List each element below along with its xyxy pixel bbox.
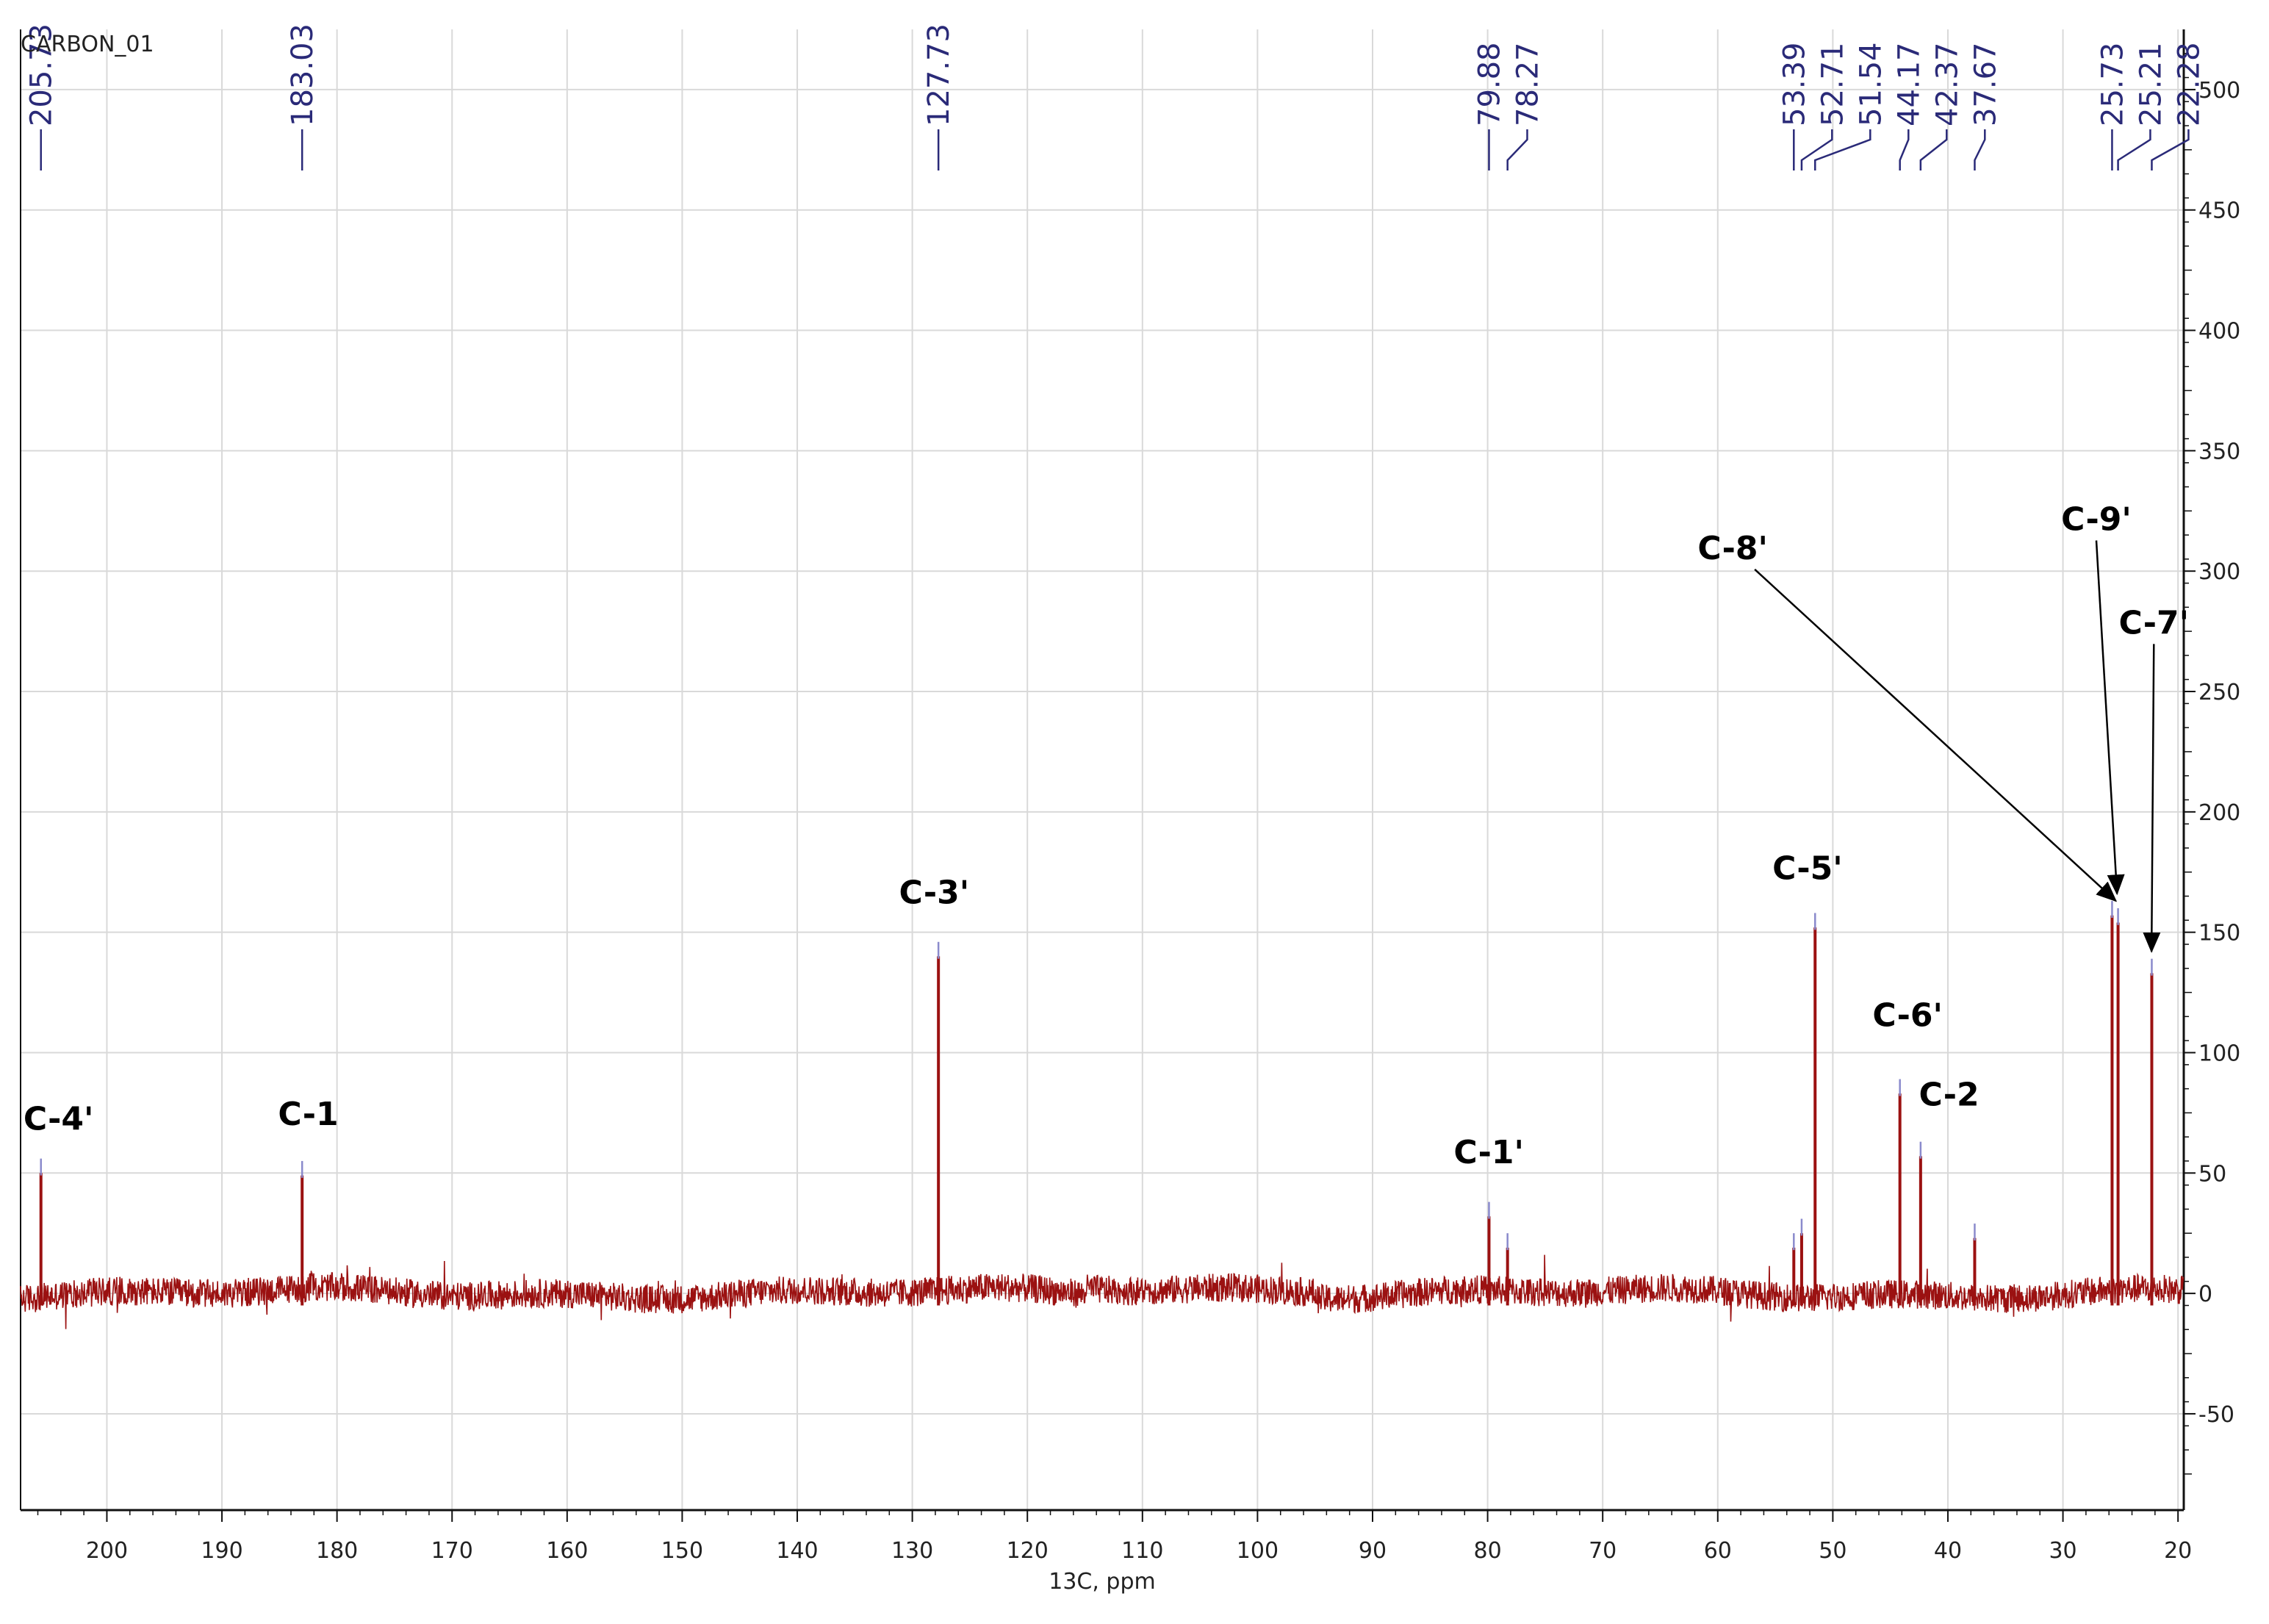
x-tick-label: 160 bbox=[546, 1538, 588, 1564]
x-tick-label: 20 bbox=[2164, 1538, 2192, 1564]
x-tick-label: 180 bbox=[316, 1538, 358, 1564]
x-tick-label: 90 bbox=[1359, 1538, 1387, 1564]
y-tick-label: 100 bbox=[2198, 1041, 2240, 1066]
peak-shift-label: 44.17 bbox=[1892, 42, 1926, 126]
peak-shift-label: 183.03 bbox=[286, 24, 320, 126]
x-tick-label: 140 bbox=[776, 1538, 818, 1564]
x-tick-label: 40 bbox=[1934, 1538, 1962, 1564]
x-tick-label: 30 bbox=[2049, 1538, 2076, 1564]
assignment-arrow bbox=[2095, 540, 2125, 896]
peak-label-leader bbox=[1800, 129, 1833, 170]
peak-shift-label: 205.73 bbox=[25, 24, 59, 126]
x-axis-label: 13C, ppm bbox=[1049, 1569, 1156, 1595]
assignment-label: C-4' bbox=[24, 1100, 94, 1138]
peak-label-leader bbox=[1814, 129, 1871, 170]
y-tick-label: 450 bbox=[2198, 198, 2240, 224]
assignment-label: C-1 bbox=[278, 1096, 338, 1133]
peak-shift-label: 79.88 bbox=[1472, 42, 1506, 126]
x-tick-label: 80 bbox=[1474, 1538, 1502, 1564]
x-tick-label: 120 bbox=[1007, 1538, 1049, 1564]
peak-shift-label: 51.54 bbox=[1854, 42, 1888, 126]
x-axis-ticks: 200 190 180 170 160 150 140 130 120 110 100 90 80 70 6… bbox=[37, 1510, 2192, 1564]
x-tick-label: 70 bbox=[1589, 1538, 1617, 1564]
y-tick-label: 150 bbox=[2198, 921, 2240, 946]
peak-label-leader bbox=[1919, 129, 1948, 170]
y-tick-label: 0 bbox=[2198, 1282, 2212, 1307]
x-tick-label: 170 bbox=[431, 1538, 473, 1564]
y-tick-label: -50 bbox=[2198, 1402, 2234, 1428]
assignment-label: C-7' bbox=[2118, 604, 2189, 642]
peak-shift-label: 52.71 bbox=[1816, 42, 1849, 126]
peak-label-leader bbox=[1506, 129, 1528, 170]
x-tick-label: 100 bbox=[1237, 1538, 1279, 1564]
y-tick-label: 400 bbox=[2198, 319, 2240, 345]
assignment-label: C-5' bbox=[1772, 850, 1843, 888]
chart-title: CARBON_01 bbox=[21, 32, 154, 57]
peak-shift-label: 25.73 bbox=[2096, 42, 2129, 126]
peak-shift-label: 22.28 bbox=[2172, 42, 2206, 126]
x-tick-label: 200 bbox=[86, 1538, 128, 1564]
y-tick-label: 500 bbox=[2198, 78, 2240, 104]
y-tick-label: 200 bbox=[2198, 800, 2240, 826]
assignment-label: C-1' bbox=[1453, 1134, 1524, 1171]
y-tick-label: 250 bbox=[2198, 680, 2240, 705]
y-tick-label: 350 bbox=[2198, 439, 2240, 464]
assignment-labels: C-4' C-1 C-3' C-1' C-5' C-6' C-2 C-8' C-9' C-7' bbox=[24, 500, 2189, 1171]
y-tick-label: 50 bbox=[2198, 1161, 2226, 1187]
axes bbox=[20, 29, 2185, 1512]
x-tick-label: 50 bbox=[1819, 1538, 1847, 1564]
baseline-noise-trace bbox=[20, 1254, 2185, 1329]
peak-shift-label: 25.21 bbox=[2134, 42, 2168, 126]
peak-label-leader bbox=[2117, 129, 2151, 170]
peak-shift-label: 53.39 bbox=[1777, 42, 1811, 126]
assignment-label: C-9' bbox=[2061, 500, 2132, 538]
assignment-arrow bbox=[2143, 644, 2161, 953]
x-tick-label: 130 bbox=[891, 1538, 933, 1564]
peak-label-leader bbox=[1899, 129, 1910, 170]
x-tick-label: 150 bbox=[661, 1538, 703, 1564]
peak-shift-label: 37.67 bbox=[1968, 42, 2002, 126]
y-tick-label: 300 bbox=[2198, 559, 2240, 585]
x-tick-label: 60 bbox=[1704, 1538, 1732, 1564]
peak-label-leader bbox=[2151, 129, 2190, 170]
assignment-label: C-6' bbox=[1872, 996, 1943, 1034]
peak-shift-label: 78.27 bbox=[1511, 42, 1545, 126]
peak-shift-label: 42.37 bbox=[1930, 42, 1964, 126]
assignment-label: C-3' bbox=[899, 874, 970, 911]
spectrum-trace bbox=[20, 901, 2185, 1329]
peak-label-leader bbox=[1974, 129, 1986, 170]
assignment-label: C-2 bbox=[1919, 1077, 1979, 1114]
assignment-label: C-8' bbox=[1697, 530, 1768, 567]
peak-labels: 205.73 183.03 127.73 79.88 78.27 53.39 52.71 51… bbox=[25, 24, 2206, 170]
grid-lines bbox=[21, 29, 2184, 1510]
x-tick-label: 190 bbox=[201, 1538, 242, 1564]
peak-shift-label: 127.73 bbox=[922, 24, 956, 126]
assignment-arrow bbox=[1754, 568, 2118, 902]
x-tick-label: 110 bbox=[1121, 1538, 1163, 1564]
